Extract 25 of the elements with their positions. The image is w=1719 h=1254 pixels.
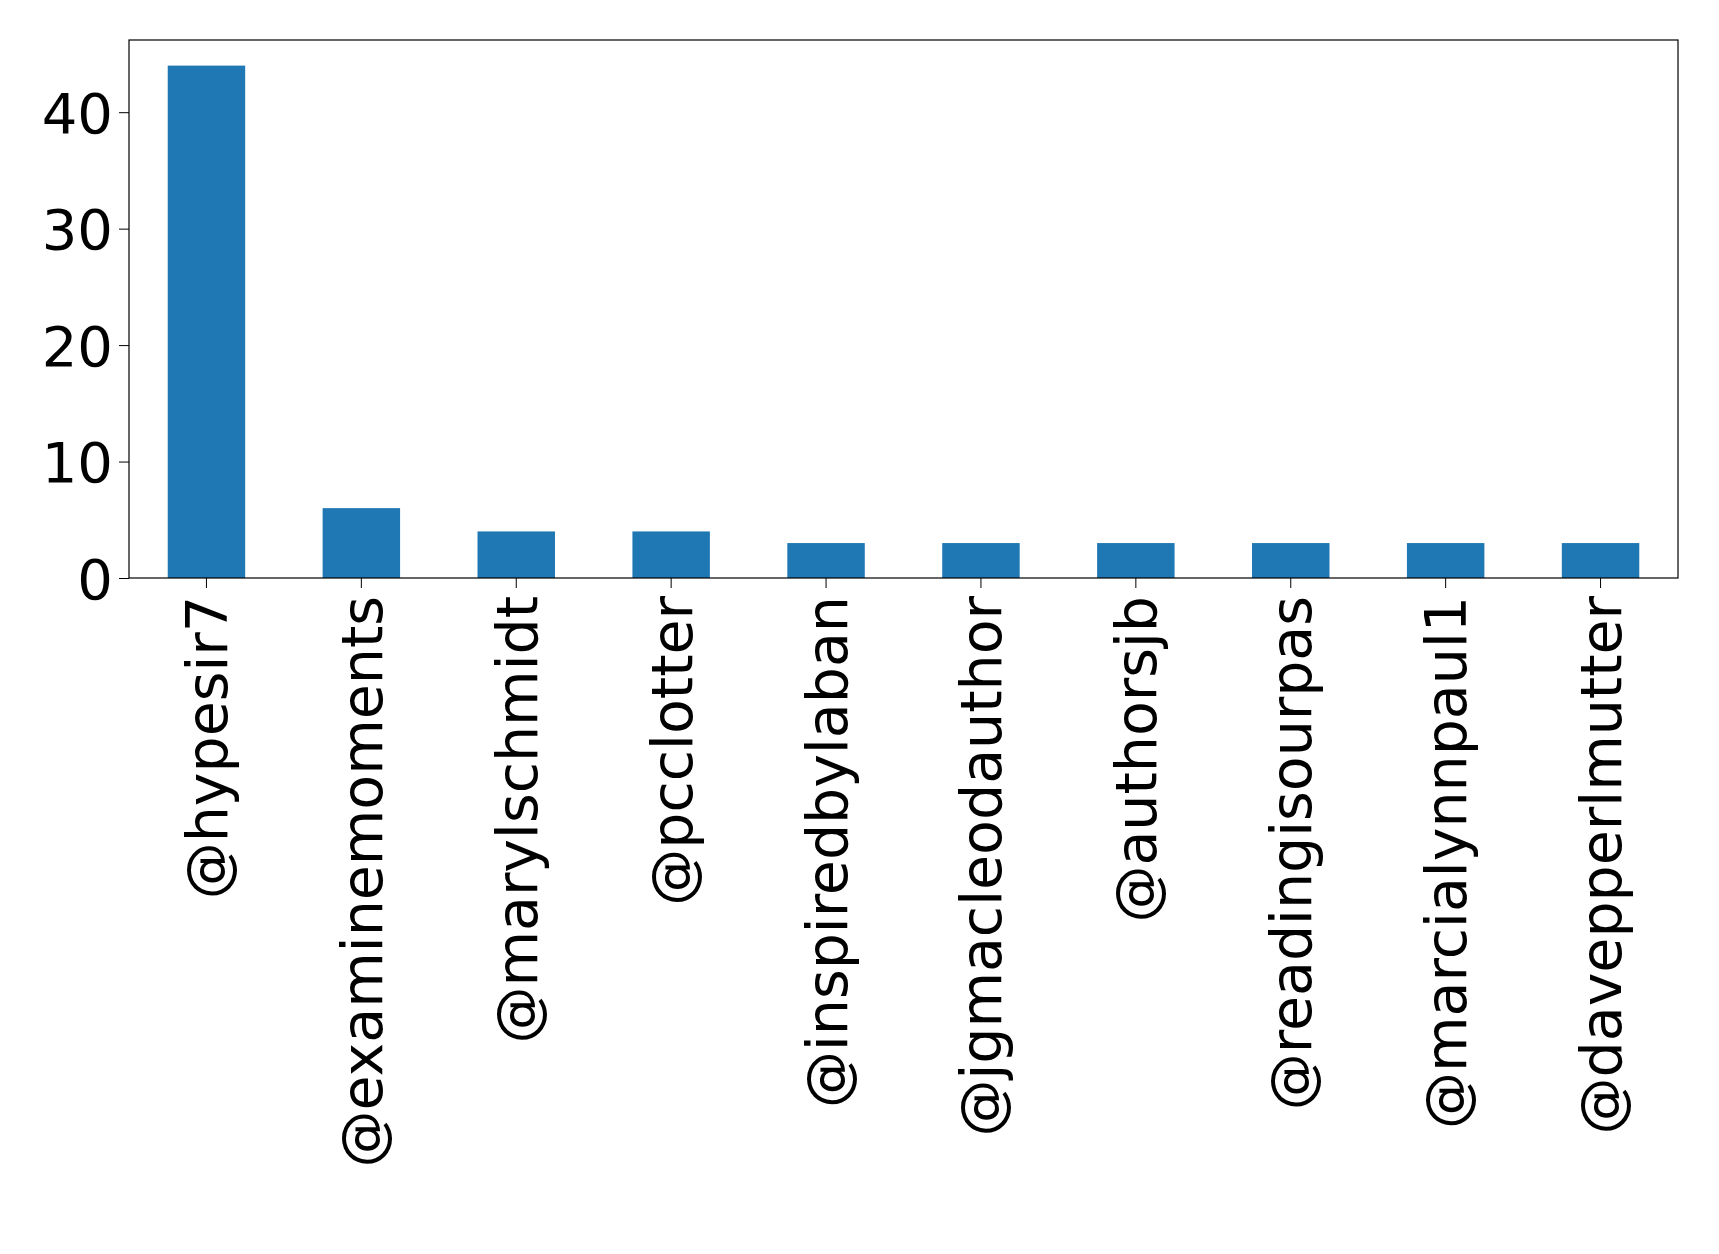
bar — [1252, 543, 1330, 578]
x-tick-label: @authorsjb — [1103, 596, 1170, 923]
bar — [322, 508, 401, 578]
x-tick-label: @davepperlmutter — [1568, 595, 1635, 1135]
x-tick-label: @marylschmidt — [483, 596, 550, 1044]
bar — [1561, 543, 1640, 578]
bar — [632, 531, 710, 578]
x-tick-label: @hypesir7 — [173, 596, 240, 900]
y-tick-label: 40 — [41, 80, 113, 146]
y-tick-label: 20 — [41, 313, 113, 379]
y-tick-label: 30 — [41, 197, 113, 263]
x-tick-label: @inspiredbylaban — [793, 596, 860, 1109]
bar — [942, 543, 1020, 578]
bar — [1406, 543, 1485, 578]
x-tick-label: @jgmacleodauthor — [948, 595, 1015, 1137]
bar — [1097, 543, 1175, 578]
x-tick-label: @readingisourpas — [1258, 596, 1325, 1111]
y-tick-label: 0 — [77, 546, 113, 612]
bar — [167, 65, 246, 578]
x-tick-label: @pcclotter — [638, 595, 705, 906]
bar — [787, 543, 865, 578]
bar — [477, 531, 555, 578]
x-tick-label: @examinemoments — [328, 596, 395, 1168]
y-tick-label: 10 — [41, 430, 113, 496]
x-tick-label: @marcialynnpaul1 — [1413, 596, 1480, 1129]
